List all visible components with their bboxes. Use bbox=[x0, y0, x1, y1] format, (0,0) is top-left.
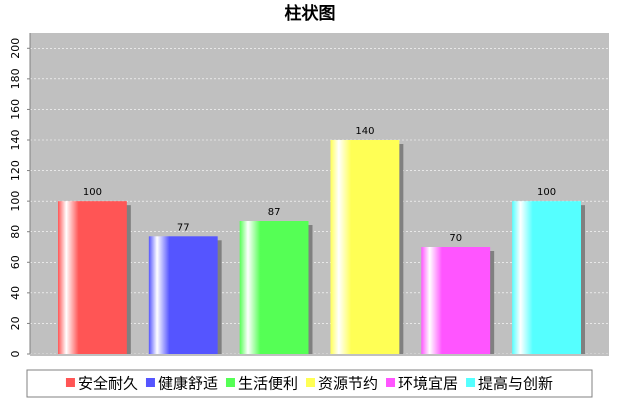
bar bbox=[148, 236, 218, 354]
legend-label: 资源节约 bbox=[318, 375, 378, 393]
y-tick-label: 140 bbox=[9, 130, 22, 151]
value-label: 100 bbox=[83, 187, 102, 198]
legend-swatch bbox=[466, 378, 476, 387]
y-tick-label: 60 bbox=[9, 255, 22, 269]
legend-label: 环境宜居 bbox=[398, 375, 458, 393]
y-tick-label: 20 bbox=[9, 316, 22, 330]
y-tick-label: 80 bbox=[9, 225, 22, 239]
legend-swatch bbox=[225, 378, 235, 387]
legend-label: 健康舒适 bbox=[158, 375, 218, 393]
value-label: 100 bbox=[537, 187, 556, 198]
value-label: 77 bbox=[177, 222, 190, 233]
y-tick-label: 40 bbox=[9, 286, 22, 300]
legend-swatch bbox=[386, 378, 396, 387]
y-tick-label: 120 bbox=[9, 160, 22, 181]
legend-label: 提高与创新 bbox=[478, 375, 553, 393]
legend-swatch bbox=[145, 378, 155, 387]
y-tick-label: 200 bbox=[9, 38, 22, 59]
bar bbox=[330, 140, 400, 354]
y-tick-label: 160 bbox=[9, 99, 22, 120]
bar bbox=[58, 201, 127, 354]
legend-swatch bbox=[306, 378, 315, 387]
bar bbox=[239, 221, 309, 354]
y-tick-label: 180 bbox=[9, 68, 22, 89]
legend-swatch bbox=[65, 378, 75, 387]
value-label: 140 bbox=[355, 126, 374, 137]
legend-label: 安全耐久 bbox=[78, 375, 138, 393]
value-label: 87 bbox=[268, 207, 281, 218]
legend-label: 生活便利 bbox=[238, 375, 298, 393]
bar bbox=[421, 247, 491, 354]
value-label: 70 bbox=[449, 233, 462, 244]
y-tick-label: 100 bbox=[9, 191, 22, 212]
bar bbox=[512, 201, 581, 354]
y-tick-label: 0 bbox=[9, 351, 22, 358]
chart-title: 柱状图 bbox=[285, 3, 336, 24]
